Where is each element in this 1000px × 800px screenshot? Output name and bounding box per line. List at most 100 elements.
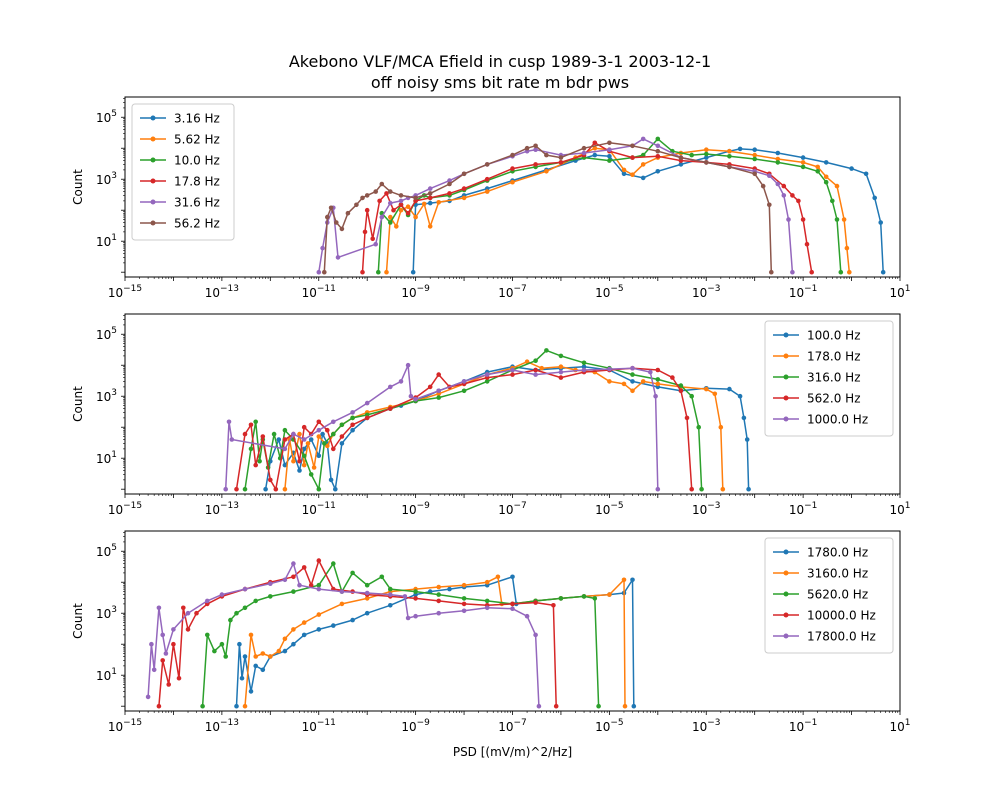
legend-label: 1000.0 Hz xyxy=(807,413,868,427)
data-point xyxy=(655,377,661,382)
data-point xyxy=(268,581,273,586)
data-point xyxy=(699,486,704,492)
data-point xyxy=(291,574,296,580)
data-point xyxy=(364,610,370,616)
data-point xyxy=(510,179,515,185)
y-tick-label: 105 xyxy=(96,543,117,559)
data-point xyxy=(405,210,411,216)
data-point xyxy=(581,367,587,373)
legend-marker xyxy=(783,591,789,597)
x-tick-label: 10−7 xyxy=(498,718,527,734)
data-point xyxy=(655,154,661,159)
data-point xyxy=(364,596,370,601)
data-point xyxy=(316,419,322,425)
data-point xyxy=(273,486,279,492)
data-point xyxy=(447,586,452,592)
data-point xyxy=(558,369,564,375)
data-point xyxy=(775,156,781,162)
data-point xyxy=(607,592,612,597)
data-point xyxy=(335,255,341,260)
data-point xyxy=(388,603,393,608)
data-point xyxy=(223,654,228,659)
data-point xyxy=(544,169,549,174)
data-point xyxy=(678,388,684,394)
data-point xyxy=(373,241,379,247)
data-point xyxy=(704,147,709,152)
data-point xyxy=(630,372,635,377)
data-point xyxy=(621,167,627,173)
x-tick-label: 10−3 xyxy=(692,284,721,300)
chart-title: Akebono VLF/MCA Efield in cusp 1989-3-1 … xyxy=(288,52,712,71)
data-point xyxy=(533,358,538,364)
data-point xyxy=(510,367,515,373)
data-point xyxy=(405,362,411,368)
data-point xyxy=(844,245,850,251)
data-point xyxy=(398,207,404,213)
x-tick-label: 10−5 xyxy=(595,718,624,734)
data-point xyxy=(775,181,781,187)
data-point xyxy=(364,590,370,596)
data-point xyxy=(436,372,442,377)
data-point xyxy=(484,176,490,182)
data-point xyxy=(242,703,248,709)
data-point xyxy=(268,654,273,659)
data-point xyxy=(718,424,724,430)
data-point xyxy=(461,195,467,201)
legend-label: 316.0 Hz xyxy=(807,371,861,385)
x-tick-label: 10−13 xyxy=(205,284,239,300)
data-point xyxy=(200,703,205,709)
data-point xyxy=(630,155,635,160)
data-point xyxy=(308,582,314,588)
data-point xyxy=(655,136,661,142)
data-point xyxy=(484,162,490,167)
legend: 1780.0 Hz 3160.0 Hz 5620.0 Hz 10000.0 Hz 178… xyxy=(764,537,894,654)
data-point xyxy=(510,152,515,158)
data-point xyxy=(510,606,515,611)
data-point xyxy=(248,632,254,638)
data-point xyxy=(786,217,791,222)
data-point xyxy=(253,598,258,604)
data-point xyxy=(145,694,151,700)
data-point xyxy=(621,171,627,177)
data-point xyxy=(655,486,661,492)
data-point xyxy=(533,162,538,167)
data-point xyxy=(790,269,795,275)
y-tick-label: 101 xyxy=(96,450,117,466)
data-point xyxy=(176,675,182,681)
data-point xyxy=(268,477,273,483)
data-point xyxy=(388,220,393,225)
data-point xyxy=(727,386,732,392)
x-tick-label: 10−7 xyxy=(498,501,527,517)
data-point xyxy=(461,171,467,177)
data-point xyxy=(282,462,288,468)
x-tick-label: 10−7 xyxy=(498,284,527,300)
series-line-6 xyxy=(323,142,773,273)
data-point xyxy=(427,195,433,201)
x-tick-label: 10−11 xyxy=(302,501,336,517)
data-point xyxy=(301,453,307,459)
data-point xyxy=(398,379,404,384)
legend-marker xyxy=(783,633,789,639)
legend-label: 17.8 Hz xyxy=(174,175,220,189)
data-point xyxy=(484,598,490,604)
data-point xyxy=(436,592,442,597)
y-axis-label: Count xyxy=(71,169,85,205)
series-line-2 xyxy=(284,360,724,490)
data-point xyxy=(185,610,191,616)
data-point xyxy=(655,148,661,154)
data-point xyxy=(260,651,266,656)
legend-marker xyxy=(783,416,789,422)
data-point xyxy=(205,598,210,604)
data-point xyxy=(834,217,840,222)
data-point xyxy=(461,596,467,601)
data-point xyxy=(325,214,330,220)
data-point xyxy=(581,145,587,151)
data-point xyxy=(823,179,829,185)
x-tick-label: 10−1 xyxy=(789,501,818,517)
data-point xyxy=(234,486,239,492)
data-point xyxy=(171,641,176,647)
data-point xyxy=(648,369,653,375)
data-point xyxy=(427,384,433,390)
legend-marker xyxy=(783,549,789,555)
data-point xyxy=(276,648,282,654)
